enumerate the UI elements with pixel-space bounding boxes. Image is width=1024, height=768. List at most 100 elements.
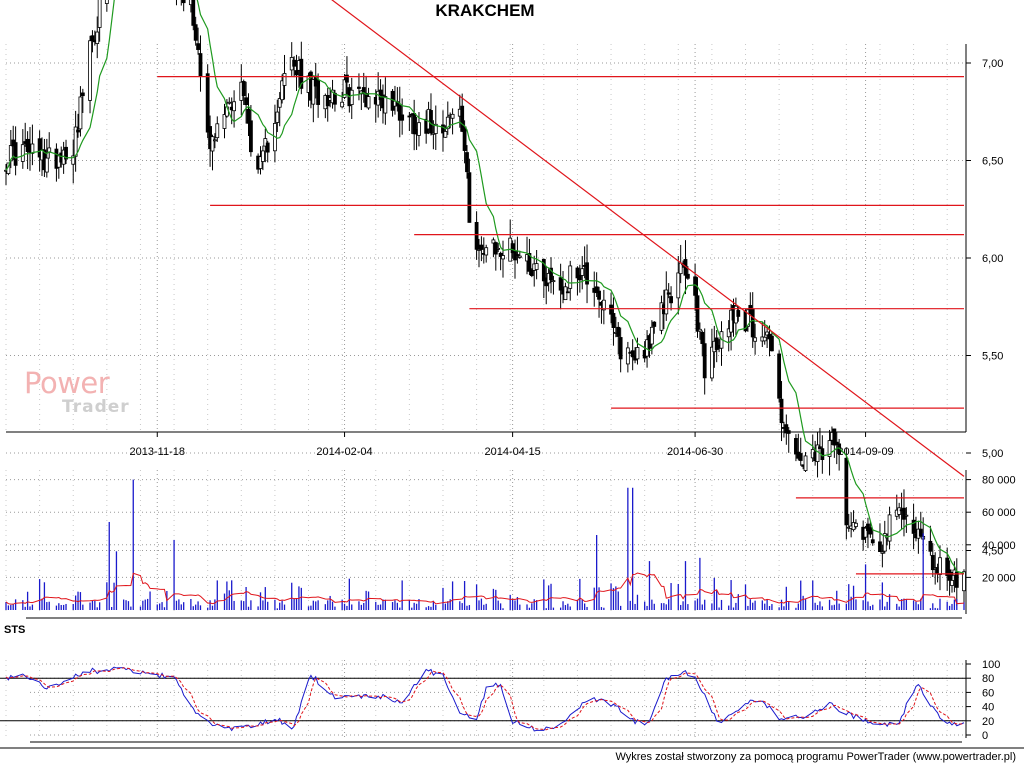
candle-body: [594, 286, 599, 294]
candle-body: [580, 268, 585, 276]
candle-body: [496, 247, 501, 250]
candle-body: [241, 81, 246, 96]
candle-body: [635, 347, 640, 360]
date-tick-label: 2014-04-15: [484, 446, 540, 458]
candle-body: [878, 541, 882, 552]
candle-body: [292, 59, 297, 67]
candle-body: [191, 0, 196, 26]
candle-body: [215, 123, 220, 139]
candle-body: [685, 273, 690, 279]
candle-body: [736, 310, 741, 317]
date-tick-label: 2014-09-09: [837, 446, 893, 458]
candle-body: [709, 346, 714, 379]
candle-body: [345, 74, 349, 83]
candle-body: [349, 89, 354, 105]
candle-body: [299, 58, 304, 89]
candle-body: [714, 337, 719, 350]
price-tick-label: 4,50: [982, 546, 1003, 558]
candle-body: [669, 296, 673, 304]
candle-body: [577, 274, 582, 281]
candle-body: [517, 255, 522, 258]
watermark-power: Power: [24, 366, 110, 400]
date-tick-label: 2014-06-30: [667, 446, 723, 458]
candle-body: [928, 540, 933, 552]
candle-body: [498, 252, 503, 257]
candle-body: [181, 0, 186, 4]
candle-body: [462, 126, 467, 151]
candle-body: [611, 313, 616, 328]
price-tick-label: 6,50: [982, 156, 1003, 168]
candle-body: [549, 267, 553, 281]
candle-body: [316, 80, 321, 105]
candle-body: [786, 430, 791, 434]
sts-tick-label: 100: [982, 659, 1000, 671]
candle-body: [827, 440, 832, 457]
candle-body: [407, 115, 412, 118]
candle-body: [664, 289, 669, 315]
candle-body: [563, 286, 568, 301]
candle-body: [777, 353, 782, 399]
candle-body: [515, 254, 520, 256]
candle-body: [794, 438, 798, 455]
candlesticks: [4, 0, 966, 608]
candle-body: [798, 453, 803, 461]
candle-body: [210, 136, 215, 152]
candle-body: [625, 347, 630, 365]
candle-body: [479, 244, 484, 250]
candle-body: [205, 73, 210, 133]
candle-body: [911, 519, 916, 534]
chart-title: KRAKCHEM: [435, 1, 535, 20]
price-tick-label: 6,00: [982, 253, 1003, 265]
candle-body: [770, 335, 774, 352]
candle-body: [258, 156, 263, 169]
candle-body: [585, 262, 589, 285]
candle-body: [652, 321, 657, 327]
candle-body: [13, 142, 18, 166]
candle-body: [962, 571, 966, 592]
candle-body: [618, 337, 623, 360]
candle-body: [779, 398, 784, 424]
candle-body: [484, 247, 489, 256]
downtrend-line: [331, 0, 965, 477]
powertrader-watermark: Power Trader: [24, 366, 174, 422]
sts-d-line: [5, 667, 965, 731]
sts-k-line: [5, 666, 965, 732]
candle-body: [71, 155, 76, 165]
candle-body: [938, 557, 942, 575]
candle-body: [947, 569, 952, 581]
candle-body: [697, 328, 702, 332]
candle-body: [37, 138, 42, 158]
candle-body: [246, 108, 251, 124]
candle-body: [659, 302, 664, 331]
candle-body: [726, 328, 731, 338]
volume-bars: [5, 479, 965, 610]
price-tick-label: 5,50: [982, 351, 1003, 363]
candle-body: [954, 571, 959, 588]
candle-body: [834, 441, 839, 446]
candle-body: [400, 114, 405, 121]
candle-body: [666, 292, 671, 295]
candle-body: [397, 105, 402, 121]
volume-tick-label: 40 000: [982, 540, 1016, 552]
candle-body: [649, 326, 654, 345]
candle-body: [945, 557, 950, 576]
candle-body: [616, 326, 621, 337]
candle-body: [746, 309, 750, 327]
candle-body: [445, 116, 450, 130]
candle-body: [30, 143, 35, 154]
candle-body: [529, 269, 534, 276]
candle-body: [78, 96, 83, 130]
candle-body: [534, 263, 539, 270]
volume-ma-line: [5, 572, 965, 605]
date-tick-label: 2014-02-04: [316, 446, 372, 458]
candle-body: [558, 277, 563, 291]
candle-body: [762, 336, 767, 342]
candle-body: [541, 259, 546, 282]
sts-tick-label: 40: [982, 702, 994, 714]
candle-body: [80, 92, 85, 97]
candle-body: [609, 304, 613, 315]
candle-body: [340, 101, 345, 108]
candle-body: [676, 272, 681, 299]
candle-body: [441, 124, 445, 134]
